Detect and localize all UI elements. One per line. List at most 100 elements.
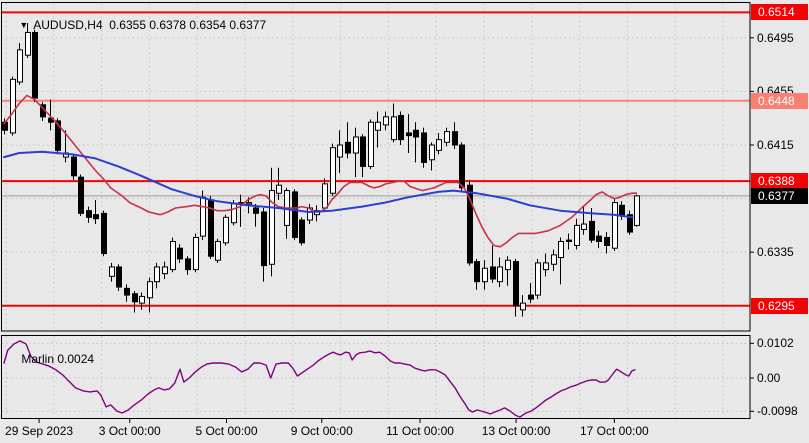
candle-bear: [406, 132, 412, 137]
candle-bull: [193, 236, 199, 271]
candle-bear: [32, 31, 38, 99]
candle-bear: [398, 115, 404, 141]
candle-bear: [71, 156, 77, 177]
panel-borders: [1, 2, 751, 419]
candle-bull: [109, 266, 115, 277]
candle-bear: [513, 261, 519, 307]
candle-bull: [215, 240, 221, 261]
candle-bull: [322, 183, 328, 209]
candle-bull: [497, 266, 503, 283]
candle-bear: [132, 293, 138, 303]
candle-bear: [627, 214, 633, 233]
candle-bull: [200, 196, 206, 237]
candle-bull: [391, 116, 397, 141]
candle-bear: [55, 120, 61, 151]
candle-bear: [261, 211, 267, 267]
candle-bull: [612, 202, 618, 249]
candle-bear: [459, 144, 465, 189]
candles-layer: [2, 23, 640, 317]
candle-bull: [520, 302, 526, 311]
symbol-marker-icon: ▼: [19, 20, 29, 30]
candle-bull: [535, 262, 541, 296]
candle-bull: [147, 281, 153, 299]
candle-bull: [581, 223, 587, 230]
candle-bull: [223, 216, 229, 244]
bid-price-badge: 0.6377: [751, 187, 808, 204]
candle-bear: [299, 219, 305, 244]
time-axis-label: 5 Oct 00:00: [195, 424, 258, 438]
candle-bear: [413, 129, 419, 138]
candle-bear: [116, 266, 122, 288]
level-price-badge: 0.6448: [751, 92, 808, 109]
time-axis-label: 3 Oct 00:00: [98, 424, 161, 438]
level-price-badge: 0.6514: [751, 4, 808, 21]
price-axis-label: 0.6335: [757, 245, 794, 260]
candle-bull: [246, 202, 252, 205]
candle-bull: [551, 254, 557, 265]
candle-bear: [93, 214, 99, 220]
indicator-axis-label: 0.00: [757, 371, 781, 385]
candle-bull: [383, 116, 389, 126]
candle-bull: [353, 136, 359, 154]
candle-bull: [368, 121, 374, 167]
candle-bull: [543, 262, 549, 271]
candle-bear: [253, 207, 259, 214]
time-axis-label: 17 Oct 00:00: [580, 424, 649, 438]
candle-bull: [276, 184, 282, 194]
symbol-ohlc-header: ▼ AUDUSD,H4 0.6355 0.6378 0.6354 0.6377: [6, 4, 266, 46]
candle-bear: [596, 235, 602, 242]
candle-bear: [490, 266, 496, 280]
candle-bull: [10, 78, 16, 134]
levels-layer: [2, 11, 750, 307]
candle-bull: [375, 121, 381, 131]
level-price-badge: 0.6295: [751, 297, 808, 314]
candle-bull: [154, 266, 160, 283]
candle-bull: [170, 240, 176, 271]
candle-bull: [505, 259, 511, 271]
marlin-line: [3, 340, 636, 418]
candle-bull: [574, 224, 580, 246]
ohlc-values: 0.6355 0.6378 0.6354 0.6377: [109, 18, 267, 32]
candle-bear: [474, 261, 480, 283]
candle-bear: [452, 131, 458, 146]
candle-bear: [177, 247, 183, 260]
indicator-axis-label: -0.0098: [757, 404, 798, 419]
candle-bull: [25, 31, 31, 56]
candle-bull: [444, 131, 450, 143]
candle-bear: [467, 184, 473, 264]
candle-bull: [330, 147, 336, 194]
grid-layer: [2, 3, 750, 418]
candle-bull: [269, 190, 275, 265]
candle-bear: [421, 132, 427, 163]
candle-bear: [124, 287, 130, 296]
indicator-label: Marlin 0.0024: [8, 338, 94, 380]
candle-bear: [101, 212, 107, 255]
time-axis-label: 13 Oct 00:00: [481, 424, 551, 438]
price-axis-label: 0.6495: [757, 30, 794, 45]
candle-bull: [634, 195, 640, 226]
ma-fast-line: [3, 94, 638, 248]
axis-ticks: [38, 37, 754, 423]
candle-bear: [589, 220, 595, 241]
time-axis-label: 29 Sep 2023: [5, 424, 74, 438]
candle-bear: [619, 204, 625, 217]
candle-bull: [162, 266, 168, 275]
indicator-axis-label: 0.0102: [757, 336, 794, 351]
candle-bear: [185, 258, 191, 271]
candle-bear: [528, 294, 534, 300]
candle-bear: [78, 176, 84, 214]
candle-bull: [429, 144, 435, 161]
candle-bear: [360, 136, 366, 167]
main-panel-border: [1, 2, 751, 332]
time-axis-label: 11 Oct 00:00: [386, 424, 454, 438]
candle-bull: [558, 240, 564, 259]
candle-bear: [566, 239, 572, 242]
candle-bear: [345, 141, 351, 154]
indicator-name: Marlin: [21, 352, 55, 366]
indicator-panel-border: [1, 335, 751, 419]
price-axis-label: 0.6415: [757, 138, 794, 152]
symbol-timeframe-label: AUDUSD,H4: [33, 18, 103, 32]
candle-bull: [482, 267, 488, 283]
